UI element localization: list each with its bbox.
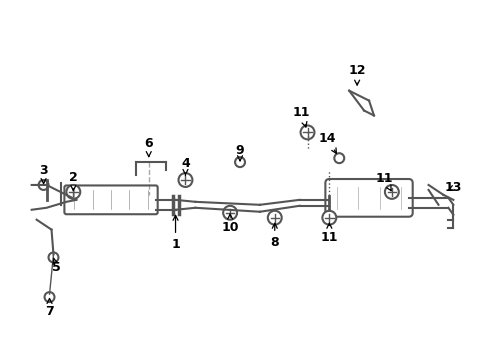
Circle shape	[334, 153, 344, 163]
Text: 4: 4	[181, 157, 190, 175]
Text: 10: 10	[221, 214, 239, 234]
Text: 14: 14	[318, 132, 337, 153]
Circle shape	[66, 185, 80, 199]
Circle shape	[235, 157, 245, 167]
Circle shape	[300, 125, 315, 139]
Circle shape	[322, 211, 336, 225]
Text: 13: 13	[445, 181, 462, 194]
Text: 11: 11	[293, 106, 310, 127]
Circle shape	[223, 206, 237, 220]
FancyBboxPatch shape	[64, 185, 158, 214]
Text: 11: 11	[320, 223, 338, 244]
FancyBboxPatch shape	[325, 179, 413, 217]
Text: 3: 3	[39, 163, 48, 184]
Circle shape	[385, 185, 399, 199]
Text: 1: 1	[171, 215, 180, 251]
Circle shape	[39, 180, 49, 190]
Text: 11: 11	[375, 171, 392, 191]
Circle shape	[45, 292, 54, 302]
Text: 7: 7	[45, 298, 54, 319]
Text: 12: 12	[348, 64, 366, 85]
Text: 9: 9	[236, 144, 245, 161]
Text: 6: 6	[145, 137, 153, 157]
Circle shape	[49, 252, 58, 262]
Text: 2: 2	[69, 171, 78, 190]
Text: 5: 5	[52, 258, 61, 274]
Circle shape	[178, 173, 193, 187]
Circle shape	[268, 211, 282, 225]
Text: 8: 8	[270, 223, 279, 249]
